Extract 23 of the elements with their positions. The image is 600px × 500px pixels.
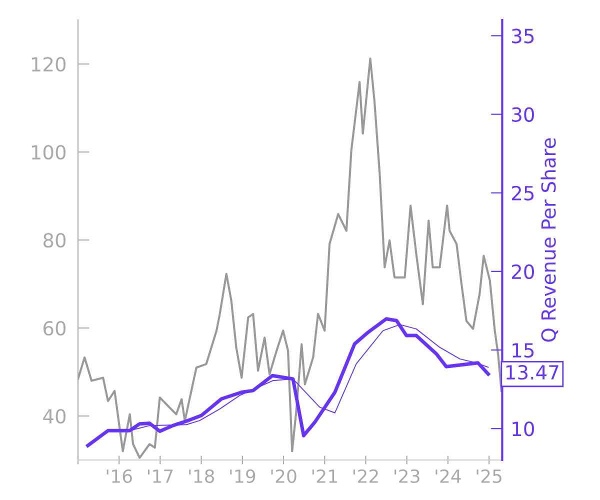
x-tick-label: '17 <box>148 470 173 483</box>
text: 13.47 <box>506 364 558 380</box>
y-tick-label: 60 <box>44 320 66 336</box>
x-tick-label: '20 <box>271 469 296 484</box>
y-tick-label: 100 <box>32 144 66 160</box>
x-tick-label: '25 <box>476 469 502 484</box>
y2-tick-label: 35 <box>512 28 534 44</box>
x-tick-label: '24 <box>436 469 461 483</box>
y2-axis-title: Q Revenue Per Share <box>540 138 558 342</box>
x-tick-label: '21 <box>312 469 337 483</box>
y-tick-label: 40 <box>43 408 66 424</box>
x-tick-label: '18 <box>189 469 214 484</box>
x-tick-label: '22 <box>354 469 378 483</box>
y2-tick-label: 25 <box>512 186 534 201</box>
y-tick-label: 120 <box>32 56 66 72</box>
y-tick-label: 80 <box>43 232 66 248</box>
y2-tick-label: 10 <box>512 422 534 436</box>
y2-tick-label: 20 <box>512 264 534 280</box>
x-tick-label: '19 <box>230 469 256 484</box>
y2-tick-label: 30 <box>512 107 534 122</box>
y2-tick-label: 15 <box>512 343 534 358</box>
x-tick-label: '23 <box>394 469 420 484</box>
x-tick-label: '16 <box>106 469 132 484</box>
